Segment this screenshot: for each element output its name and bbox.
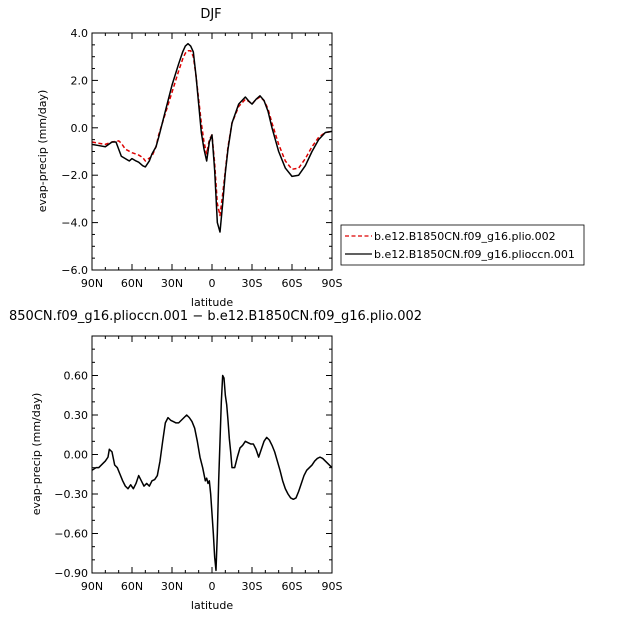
legend: b.e12.B1850CN.f09_g16.plio.002 b.e12.B18… [340,224,585,266]
bottom-x-tick-label: 30S [242,580,263,593]
bottom-x-tick-label: 30N [161,580,183,593]
bottom-y-axis-label: evap-precip (mm/day) [30,393,43,516]
legend-label-plio: b.e12.B1850CN.f09_g16.plio.002 [374,230,556,243]
bottom-y-tick-label: 0.30 [64,409,89,422]
bottom-panel: 850CN.f09_g16.plioccn.001 − b.e12.B1850C… [9,309,422,612]
bottom-chart-title: 850CN.f09_g16.plioccn.001 − b.e12.B1850C… [9,309,422,324]
top-x-tick-label: 90N [81,277,103,290]
bottom-x-tick-label: 60N [121,580,143,593]
bottom-x-tick-label: 90S [322,580,343,593]
bottom-y-tick-label: 0.00 [64,449,89,462]
bottom-y-tick-label: −0.90 [54,567,88,580]
bottom-y-tick-label: −0.30 [54,488,88,501]
bottom-x-tick-label: 60S [282,580,303,593]
top-plot-frame [91,32,333,271]
top-chart-title: DJF [200,7,221,22]
top-series-line-1 [91,42,333,233]
top-x-tick-label: 30N [161,277,183,290]
top-y-tick-label: 2.0 [71,74,89,87]
bottom-series-line-0 [91,374,333,572]
top-x-tick-label: 90S [322,277,343,290]
bottom-plot-area: 90N 60N 30N 0 30S 60S 90S −0.90 −0.60 −0.30 0.00 0.… [54,335,343,593]
bottom-y-tick-label: 0.60 [64,370,89,383]
top-y-tick-label: 4.0 [71,27,89,40]
legend-box [340,224,585,266]
top-y-tick-label: −6.0 [61,264,88,277]
top-panel: DJF 90N 60N 30N 0 30S 60S 90S −6.0 −4.0 −2.0 0.0 2.… [36,7,343,309]
top-y-axis-label: evap-precip (mm/day) [36,90,49,213]
top-x-tick-label: 60S [282,277,303,290]
legend-label-plioccn: b.e12.B1850CN.f09_g16.plioccn.001 [374,248,575,261]
bottom-x-tick-label: 0 [209,580,216,593]
top-y-tick-label: −4.0 [61,217,88,230]
top-series-line-0 [91,50,333,217]
top-plot-area: 90N 60N 30N 0 30S 60S 90S −6.0 −4.0 −2.0 0.0 2.0 4.0 [61,27,342,290]
bottom-y-tick-label: −0.60 [54,528,88,541]
top-y-tick-label: −2.0 [61,169,88,182]
top-x-tick-label: 30S [242,277,263,290]
bottom-x-axis-label: latitude [191,599,233,612]
bottom-x-tick-label: 90N [81,580,103,593]
top-y-tick-label: 0.0 [71,122,89,135]
top-x-tick-label: 0 [209,277,216,290]
top-x-tick-label: 60N [121,277,143,290]
top-x-axis-label: latitude [191,296,233,309]
bottom-plot-frame [91,335,333,574]
